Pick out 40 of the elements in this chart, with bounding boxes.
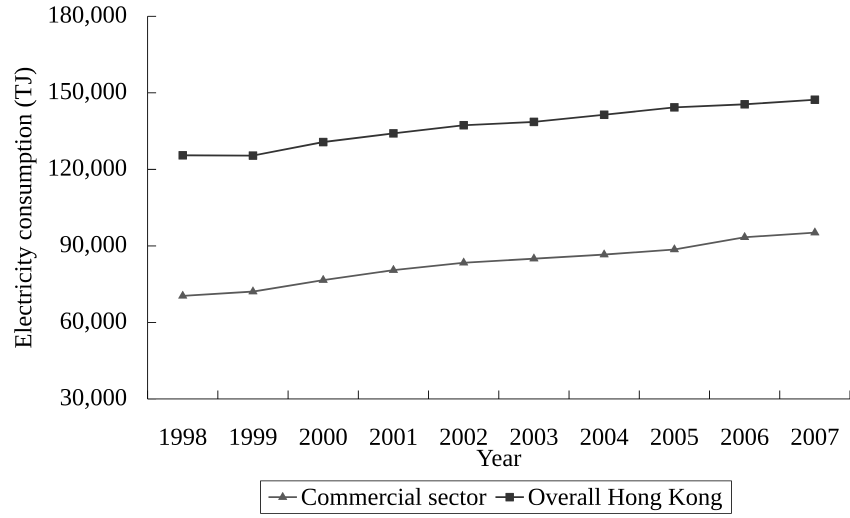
point	[670, 244, 679, 252]
point	[810, 95, 820, 104]
point	[670, 103, 679, 112]
y-tick-label: 90,000	[60, 236, 126, 256]
legend-label: Commercial sector	[302, 488, 486, 506]
point	[600, 249, 609, 258]
point	[248, 151, 258, 160]
point	[529, 253, 538, 262]
point	[740, 232, 750, 240]
x-tick-label: 2004	[580, 428, 628, 446]
y-axis-title: Electricity consumption (TJ)	[14, 68, 37, 348]
point	[740, 100, 749, 109]
x-tick-label: 1998	[160, 428, 206, 446]
point	[389, 129, 398, 138]
y-tick-label: 30,000	[60, 388, 126, 410]
point	[248, 286, 258, 294]
point	[178, 290, 188, 299]
x-tick-label: 1999	[230, 428, 276, 445]
point	[810, 227, 820, 236]
y-tick-label: 60,000	[60, 312, 126, 332]
x-tick-label: 2007	[791, 428, 839, 446]
x-tick-label: 2002	[440, 428, 487, 446]
legend-label: Overall Hong Kong	[528, 488, 722, 510]
x-tick-label: 2005	[650, 428, 698, 446]
x-tick-label: 2006	[721, 428, 768, 446]
x-tick-label: 2001	[370, 428, 416, 446]
point	[178, 151, 187, 160]
x-tick-label: 2003	[510, 428, 558, 446]
y-tick-label: 180,000	[50, 6, 126, 26]
point	[459, 257, 468, 266]
point	[459, 120, 468, 130]
x-tick-label: 2000	[300, 428, 347, 446]
y-tick-label: 150,000	[50, 82, 126, 103]
y-tick-label: 120,000	[50, 159, 126, 180]
point	[318, 138, 328, 146]
x-axis-title: Year	[476, 450, 522, 466]
point	[600, 110, 608, 120]
point	[388, 264, 398, 273]
point	[318, 274, 328, 283]
point	[530, 118, 538, 126]
